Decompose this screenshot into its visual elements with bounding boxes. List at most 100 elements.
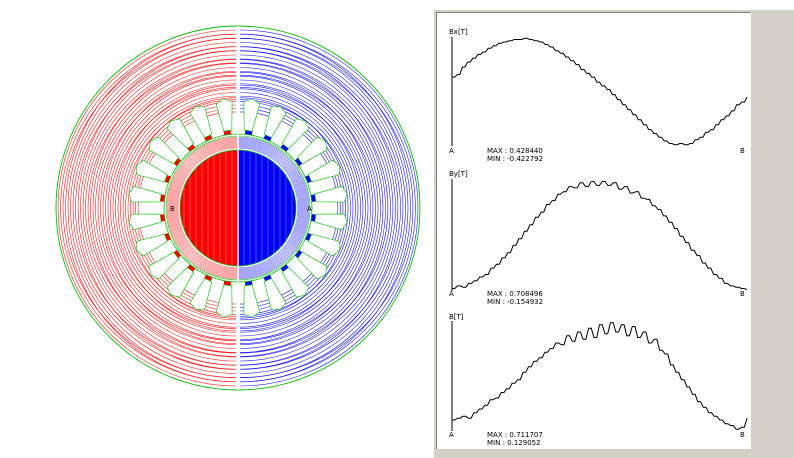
by-curve [452,181,748,291]
plot-end-label: B [740,290,745,298]
flux-line-left [117,88,237,328]
flux-line-right [239,58,391,358]
stator-slot [215,284,233,318]
flux-line-right [239,99,351,317]
flux-line-left [57,29,237,387]
flux-line-right [239,75,371,341]
plot-bx-svg [451,37,748,146]
rotor-label-left: B [170,205,175,213]
plot-b-svg [451,321,748,431]
flux-line-left [82,54,237,362]
plot-ylabel: Bx[T] [449,28,468,36]
flux-line-right [239,42,406,374]
stator-slot [166,267,195,298]
flux-line-left [130,101,237,315]
flux-line-left [75,50,237,366]
stator-slot [136,159,168,183]
flux-line-left [60,33,237,383]
stator-slot [243,284,261,318]
flux-line-left [110,83,237,333]
flux-line-right [239,46,399,370]
plot-end-label: B [740,147,745,155]
flux-line-left [135,108,237,308]
plot-ylabel: B[T] [449,313,464,321]
flux-line-right [239,50,396,366]
flux-line-right [239,79,369,337]
plot-min-text: MIN : -0.422792 [487,155,544,163]
plot-start-label: A [449,431,454,439]
stator-slot [166,118,195,149]
motor-flux-plot: B A [55,25,421,391]
flux-line-left [122,95,237,321]
stator-slot [281,267,310,298]
flux-line-right [239,71,379,345]
flux-line-left [132,104,237,312]
plot-end-label: B [740,431,745,439]
flux-line-right [239,59,386,357]
stator-slot [263,278,287,310]
plot-start-label: A [449,290,454,298]
rotor-label-right: A [307,205,312,213]
flux-line-right [239,74,376,342]
flux-line-right [239,38,414,378]
stator-slot [297,136,328,165]
flux-line-left [72,46,237,370]
plot-by-svg [451,179,748,291]
flux-line-right [239,92,356,324]
rotor-magnet-left [180,150,238,266]
motor-geometry [55,25,421,391]
flux-line-left [125,99,237,317]
stator-slot [148,136,179,165]
rotor-magnet-right [238,150,296,266]
flux-line-left [97,71,237,345]
flux-line-left [85,58,237,358]
flux-line-left [100,74,237,342]
rotor-ring-flux [175,145,239,271]
b-curve [452,322,748,430]
flux-line-right [239,83,366,333]
stator-slot [297,251,328,280]
flux-line-right [239,33,411,383]
plot-by: By[T] A B MAX : 0.708496 MIN : -0.154932 [437,161,750,307]
flux-line-left [77,46,237,370]
stator-slot [189,106,213,138]
flux-line-right [239,62,389,354]
flux-line-left [80,50,237,366]
stator-slot [314,185,348,203]
flux-line-left [127,97,237,319]
stator-slot [128,213,162,231]
flux-line-left [70,42,237,374]
flux-line-right [239,88,359,328]
flux-line-left [92,63,237,353]
flux-line-right [239,101,346,315]
flux-group [56,26,420,390]
flux-line-left [137,111,237,305]
stator-slot [189,278,213,310]
flux-line-right [239,54,394,362]
flux-line-left [105,75,237,341]
flux-lines [56,26,420,390]
stator-slot [136,233,168,257]
flux-line-right [239,111,339,305]
plot-ylabel: By[T] [449,170,468,178]
flux-line-right [239,95,354,321]
flux-line-left [120,92,237,324]
plot-b: B[T] A B MAX : 0.711707 MIN : 0.129052 [437,307,750,449]
flux-line-right [239,46,404,370]
plot-max-text: MAX : 0.711707 [487,431,543,439]
stator-slot [308,159,340,183]
flux-line-right [239,104,344,312]
flux-line-left [65,33,237,383]
flux-line-left [67,38,237,378]
stator-slot [308,233,340,257]
flux-line-left [107,79,237,337]
flux-line-right [239,87,364,329]
flux-line-right [239,63,384,353]
stator-slot [215,98,233,132]
flux-line-right [239,33,416,383]
bx-curve [452,37,748,146]
flux-line-right [239,72,374,344]
graph-panel: Bx[T] A B MAX : 0.428440 MIN : -0.422792… [434,10,794,458]
flux-line-left [102,72,237,344]
plot-max-text: MAX : 0.708496 [487,290,543,298]
